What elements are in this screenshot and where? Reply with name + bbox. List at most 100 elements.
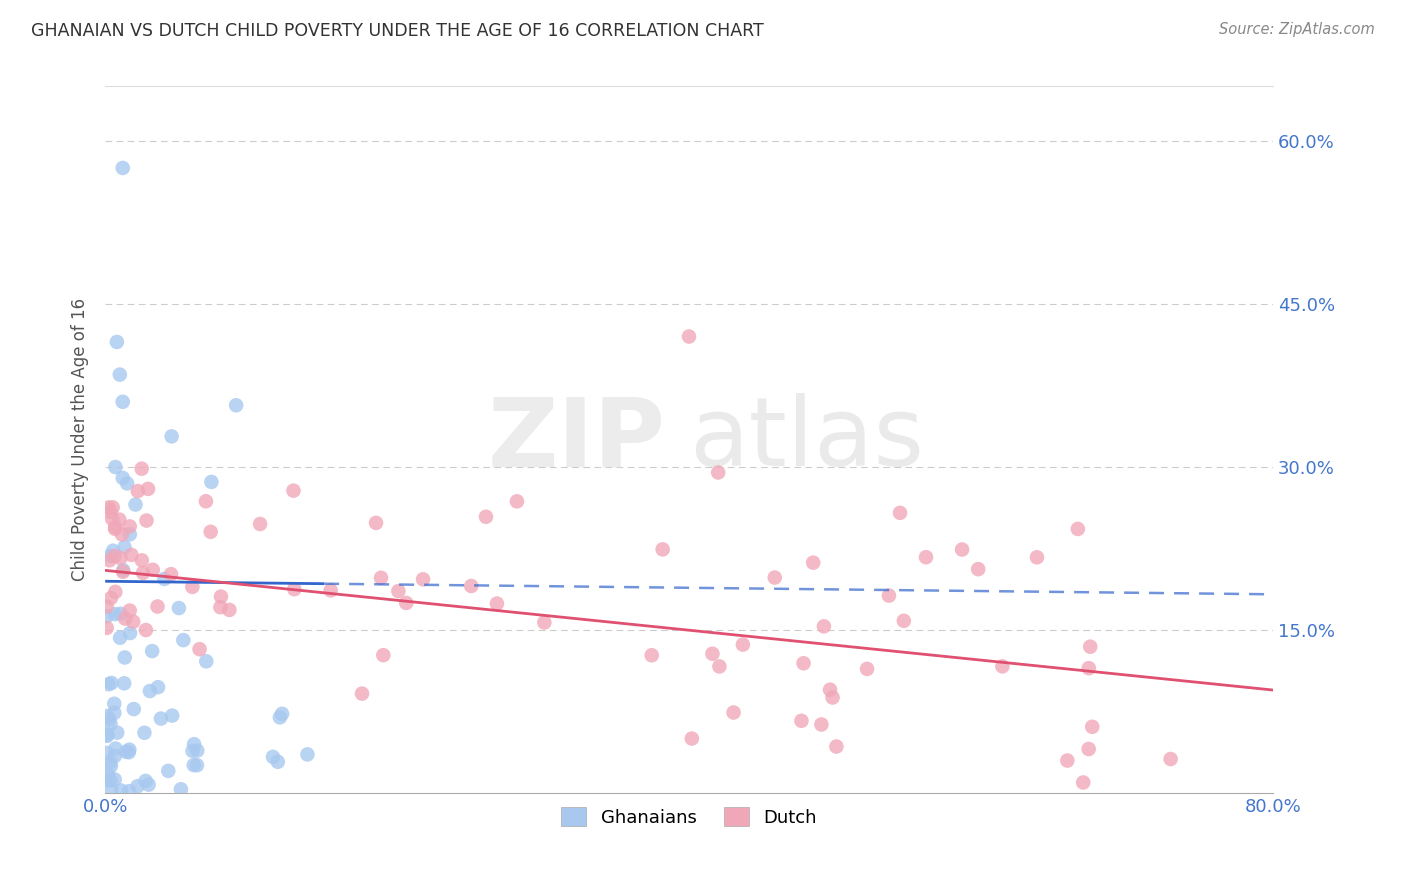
Point bbox=[249, 516, 271, 531]
Point bbox=[104, 607, 127, 622]
Point bbox=[641, 648, 664, 663]
Point bbox=[818, 682, 841, 697]
Point bbox=[141, 644, 163, 658]
Point bbox=[1056, 754, 1078, 768]
Point bbox=[269, 710, 291, 724]
Point bbox=[681, 731, 703, 746]
Point bbox=[200, 524, 222, 539]
Text: ZIP: ZIP bbox=[488, 393, 665, 486]
Point bbox=[950, 542, 973, 557]
Point bbox=[114, 650, 136, 665]
Point bbox=[135, 773, 157, 788]
Point bbox=[111, 161, 134, 175]
Point bbox=[262, 750, 284, 764]
Point bbox=[104, 772, 127, 787]
Point bbox=[101, 543, 124, 558]
Point bbox=[709, 659, 731, 673]
Point bbox=[118, 527, 141, 541]
Point bbox=[195, 654, 218, 668]
Point bbox=[877, 589, 900, 603]
Point bbox=[793, 657, 815, 671]
Point bbox=[139, 684, 162, 698]
Point bbox=[170, 782, 193, 797]
Point bbox=[131, 461, 153, 475]
Point bbox=[475, 509, 498, 524]
Point bbox=[97, 500, 120, 515]
Point bbox=[967, 562, 990, 576]
Point bbox=[160, 708, 183, 723]
Point bbox=[181, 744, 204, 758]
Point bbox=[142, 563, 165, 577]
Point bbox=[188, 642, 211, 657]
Point bbox=[893, 614, 915, 628]
Point bbox=[183, 758, 205, 772]
Point bbox=[108, 513, 131, 527]
Point bbox=[707, 466, 730, 480]
Point bbox=[146, 599, 169, 614]
Point bbox=[118, 603, 141, 617]
Point bbox=[105, 725, 128, 739]
Point bbox=[186, 758, 208, 772]
Point bbox=[118, 519, 141, 533]
Point bbox=[991, 659, 1014, 673]
Point bbox=[136, 482, 159, 496]
Point bbox=[120, 548, 142, 562]
Point bbox=[111, 471, 134, 485]
Point bbox=[915, 550, 938, 565]
Point bbox=[319, 583, 342, 598]
Point bbox=[97, 677, 120, 691]
Point bbox=[112, 676, 135, 690]
Point bbox=[100, 549, 122, 563]
Point bbox=[100, 505, 122, 519]
Point bbox=[103, 697, 125, 711]
Point bbox=[1071, 775, 1094, 789]
Point bbox=[1160, 752, 1182, 766]
Point bbox=[115, 745, 138, 759]
Point bbox=[98, 712, 121, 726]
Point bbox=[100, 676, 122, 690]
Point bbox=[157, 764, 180, 778]
Point bbox=[267, 755, 290, 769]
Point bbox=[218, 603, 240, 617]
Point bbox=[101, 500, 124, 515]
Point bbox=[96, 599, 118, 614]
Point bbox=[209, 590, 232, 604]
Point bbox=[96, 709, 118, 723]
Point bbox=[104, 460, 127, 475]
Point bbox=[200, 475, 222, 489]
Point bbox=[160, 567, 183, 582]
Point bbox=[120, 626, 142, 640]
Point bbox=[132, 566, 155, 580]
Point bbox=[146, 680, 169, 694]
Point bbox=[485, 597, 508, 611]
Point bbox=[100, 716, 122, 731]
Point bbox=[153, 572, 176, 586]
Point bbox=[108, 368, 131, 382]
Point bbox=[373, 648, 395, 663]
Point bbox=[678, 329, 700, 343]
Point bbox=[108, 631, 131, 645]
Point bbox=[364, 516, 387, 530]
Point bbox=[100, 773, 122, 788]
Point bbox=[821, 690, 844, 705]
Point bbox=[183, 737, 205, 751]
Point bbox=[127, 484, 149, 499]
Point bbox=[97, 728, 120, 742]
Point bbox=[731, 638, 754, 652]
Point bbox=[283, 582, 305, 597]
Point bbox=[101, 512, 124, 526]
Point bbox=[111, 394, 134, 409]
Point bbox=[103, 549, 125, 563]
Text: GHANAIAN VS DUTCH CHILD POVERTY UNDER THE AGE OF 16 CORRELATION CHART: GHANAIAN VS DUTCH CHILD POVERTY UNDER TH… bbox=[31, 22, 763, 40]
Point bbox=[104, 585, 127, 599]
Point bbox=[98, 553, 121, 567]
Point bbox=[98, 755, 121, 769]
Point bbox=[1026, 550, 1049, 565]
Point bbox=[114, 612, 136, 626]
Point bbox=[97, 767, 120, 781]
Point bbox=[103, 706, 125, 720]
Point bbox=[100, 783, 122, 797]
Y-axis label: Child Poverty Under the Age of 16: Child Poverty Under the Age of 16 bbox=[72, 298, 89, 582]
Point bbox=[810, 717, 832, 731]
Point bbox=[96, 609, 118, 624]
